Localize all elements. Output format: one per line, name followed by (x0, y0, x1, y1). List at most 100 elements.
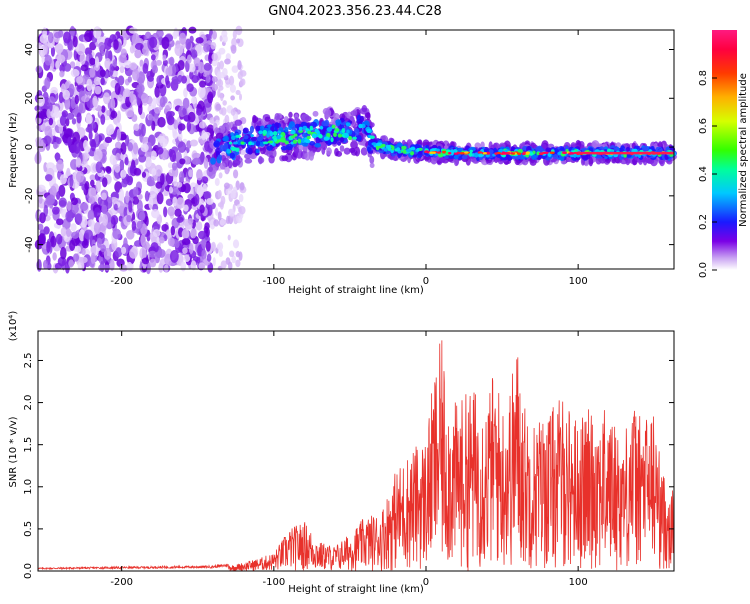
ridge-core-blob (270, 126, 275, 132)
noise-blob (68, 259, 75, 268)
noise-blob (195, 221, 203, 231)
noise-blob (195, 37, 204, 44)
noise-blob (125, 190, 130, 204)
noise-blob (58, 197, 67, 208)
noise-blob (120, 48, 127, 58)
noise-blob (129, 45, 135, 54)
noise-blob (36, 151, 41, 164)
noise-blob (203, 157, 209, 169)
noise-blob (194, 193, 200, 206)
ridge-core-blob (256, 136, 263, 142)
noise-blob (198, 61, 205, 74)
ridge-peak-blob (459, 152, 465, 155)
ridge-halo-blob (350, 110, 358, 117)
ridge-highlight-blob (277, 130, 282, 134)
noise-blob (110, 110, 118, 119)
noise-blob (36, 138, 44, 150)
noise-blob (75, 157, 82, 168)
noise-blob (113, 39, 119, 50)
noise-blob (169, 249, 179, 263)
noise-blob (191, 158, 201, 165)
ridge-highlight-blob (536, 151, 540, 156)
ridge-core-blob (242, 127, 249, 134)
spectrogram-ytick-label: -40 (24, 236, 35, 252)
ridge-highlight-blob (334, 128, 340, 132)
noise-blob (76, 84, 85, 93)
snr-frame (37, 330, 675, 572)
ridge-halo-blob (333, 112, 340, 121)
noise-blob (148, 196, 154, 210)
noise-blob (183, 87, 188, 98)
ridge-core-blob (230, 132, 235, 137)
ridge-highlight-blob (331, 124, 336, 129)
spectrogram-xtick-label: 0 (423, 276, 429, 287)
noise-blob (148, 114, 154, 121)
ridge-highlight-blob (311, 133, 317, 139)
ridge-peak-blob (570, 152, 575, 155)
ridge-highlight-blob (231, 135, 236, 141)
ridge-highlight-blob (330, 137, 334, 143)
ridge-halo-blob (480, 141, 485, 149)
ridge-core-blob (250, 136, 258, 142)
noise-blob (81, 248, 86, 256)
noise-blob (212, 30, 218, 40)
noise-blob (237, 206, 242, 213)
noise-blob (206, 253, 212, 262)
noise-blob (226, 215, 230, 225)
noise-blob (74, 213, 83, 225)
noise-blob (196, 108, 202, 116)
noise-blob (95, 161, 103, 174)
snr-ytick-label: 1.0 (23, 479, 34, 495)
noise-blob (173, 119, 178, 130)
noise-blob (75, 170, 85, 183)
noise-blob (109, 63, 114, 76)
noise-blob (89, 41, 97, 51)
noise-blob (138, 154, 147, 163)
noise-blob (47, 32, 54, 44)
ridge-highlight-blob (230, 146, 237, 151)
noise-blob (39, 34, 49, 44)
noise-blob (219, 35, 223, 42)
noise-blob (87, 219, 92, 227)
ridge-highlight-blob (304, 139, 310, 143)
ridge-core-blob (243, 135, 249, 140)
noise-blob (79, 53, 86, 65)
noise-blob (71, 118, 77, 125)
noise-blob (53, 141, 58, 150)
noise-blob (193, 57, 201, 67)
snr-xtick-label: 0 (423, 577, 429, 588)
noise-blob (157, 116, 166, 128)
noise-blob (177, 59, 185, 71)
noise-blob (55, 137, 62, 145)
noise-blob (150, 242, 159, 253)
ridge-highlight-blob (517, 148, 523, 154)
noise-blob (140, 233, 146, 247)
noise-blob (54, 262, 63, 270)
noise-blob (93, 76, 101, 86)
noise-blob (222, 100, 227, 106)
ridge-halo-blob (390, 138, 395, 144)
ridge-highlight-blob (410, 151, 415, 156)
spectrogram-ytick-label: 40 (24, 43, 35, 56)
noise-blob (221, 30, 228, 38)
noise-blob (154, 164, 163, 177)
noise-blob (60, 227, 67, 237)
noise-blob (120, 133, 127, 141)
noise-blob (88, 130, 93, 141)
spectrogram-frame (37, 29, 675, 270)
noise-blob (182, 247, 188, 254)
noise-blob (239, 149, 247, 155)
noise-blob (136, 220, 143, 230)
noise-blob (121, 179, 128, 188)
noise-blob (147, 75, 154, 82)
noise-blob (110, 215, 119, 226)
noise-blob (196, 185, 204, 198)
noise-blob (59, 174, 67, 185)
ridge-highlight-blob (366, 128, 372, 134)
ridge-highlight-blob (240, 141, 245, 145)
noise-blob (146, 179, 156, 187)
noise-blob (187, 111, 196, 123)
noise-blob (76, 245, 82, 253)
ridge-highlight-blob (348, 135, 352, 141)
